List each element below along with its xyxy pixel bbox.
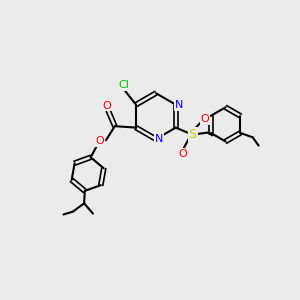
Text: S: S <box>189 128 196 141</box>
Text: N: N <box>175 100 184 110</box>
Text: O: O <box>95 136 104 146</box>
Text: O: O <box>178 148 187 158</box>
Text: Cl: Cl <box>118 80 129 90</box>
Text: O: O <box>103 100 111 110</box>
Text: N: N <box>155 134 164 144</box>
Text: O: O <box>201 114 209 124</box>
